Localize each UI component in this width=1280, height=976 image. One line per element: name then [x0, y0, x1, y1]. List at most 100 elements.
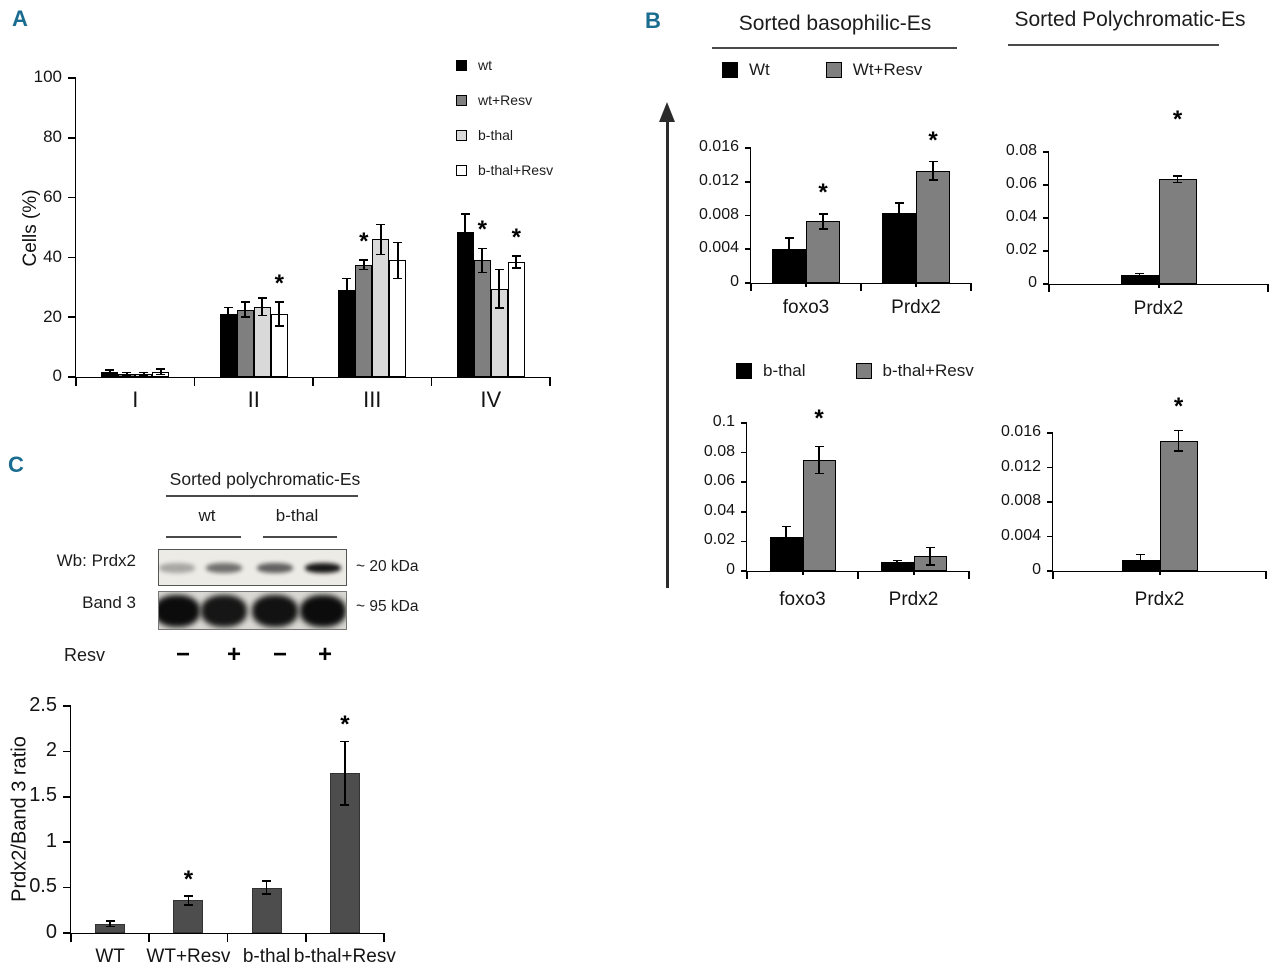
- y-tick-label: 0: [730, 273, 739, 291]
- error-bar-cap: [393, 241, 403, 244]
- error-bar: [896, 560, 898, 564]
- category-label: WT+Resv: [146, 946, 231, 967]
- legend-label: b-thal: [763, 361, 806, 380]
- legend-swatch-icon: [456, 94, 467, 106]
- error-bar: [261, 297, 264, 316]
- category-label: Prdx2: [1134, 589, 1185, 610]
- category-label: WT: [95, 946, 125, 967]
- category-label: III: [363, 387, 382, 412]
- legend-swatch-icon: [855, 363, 872, 379]
- panel-b-right-title-underline: [1008, 44, 1219, 46]
- blot-row-label-prdx2: Wb: Prdx2: [56, 551, 136, 570]
- y-tick-label: 0.06: [703, 472, 735, 490]
- error-bar-cap: [262, 880, 272, 883]
- y-tick-label: 0: [1032, 561, 1041, 579]
- x-axis-tick: [750, 283, 752, 291]
- x-axis-tick: [70, 933, 72, 942]
- y-tick-label: 40: [43, 246, 62, 266]
- error-bar-cap: [139, 371, 149, 374]
- category-label: II: [247, 387, 260, 412]
- category-label: Prdx2: [891, 297, 941, 318]
- category-label: foxo3: [782, 297, 830, 318]
- category-label: foxo3: [779, 589, 826, 610]
- y-tick-label: 0.008: [698, 205, 739, 223]
- x-axis-tick: [549, 377, 551, 386]
- error-bar: [278, 302, 281, 327]
- legend-label: Wt: [749, 60, 770, 79]
- error-bar-cap: [274, 325, 284, 327]
- legend-item: Wt: [722, 60, 770, 80]
- y-tick-label: 0.04: [1005, 208, 1037, 226]
- y-axis-tick: [741, 451, 747, 454]
- error-bar-cap: [340, 804, 350, 806]
- error-bar: [1139, 554, 1142, 565]
- x-axis-tick: [970, 283, 972, 291]
- x-axis-tick: [193, 377, 196, 386]
- error-bar-cap: [1174, 450, 1183, 452]
- y-axis-tick: [1043, 151, 1049, 153]
- error-bar: [362, 260, 365, 270]
- y-axis-tick: [68, 376, 76, 378]
- legend-swatch-icon: [456, 129, 467, 141]
- b-axis-arrow-line: [666, 120, 669, 588]
- error-bar-cap: [240, 301, 250, 304]
- legend-label: b-thal: [478, 127, 514, 143]
- error-bar-cap: [781, 546, 791, 549]
- error-bar: [125, 372, 128, 375]
- significance-asterisk: *: [818, 178, 828, 206]
- legend-swatch-icon: [456, 164, 467, 176]
- error-bar: [1138, 273, 1141, 277]
- x-axis-tick: [312, 377, 314, 386]
- legend-item: b-thal+Resv: [855, 361, 974, 381]
- error-bar-cap: [892, 562, 902, 565]
- error-bar-cap: [105, 369, 115, 371]
- error-bar-cap: [156, 373, 166, 376]
- error-bar-cap: [342, 277, 352, 280]
- y-axis-tick: [1043, 217, 1049, 219]
- error-bar-cap: [1174, 429, 1183, 432]
- error-bar-cap: [1173, 181, 1182, 184]
- y-axis-tick: [68, 256, 76, 259]
- error-bar-cap: [818, 213, 828, 215]
- category-label: b-thal+Resv: [293, 946, 396, 967]
- error-bar-cap: [818, 228, 828, 230]
- significance-asterisk: *: [340, 711, 350, 739]
- y-tick-label: 0: [726, 561, 735, 579]
- y-tick-label: 60: [43, 187, 62, 207]
- error-bar: [396, 242, 399, 279]
- category-label: b-thal: [242, 946, 291, 967]
- error-bar-cap: [894, 202, 904, 204]
- y-tick-label: 20: [43, 306, 62, 326]
- error-bar: [344, 741, 346, 805]
- bar-Wt-Resv: [806, 221, 840, 283]
- error-bar: [379, 224, 382, 255]
- error-bar-cap: [494, 307, 504, 310]
- bar-Wt-Resv: [916, 170, 950, 283]
- y-axis-tick: [68, 77, 76, 79]
- x-axis-tick: [860, 283, 862, 291]
- y-axis-tick: [1047, 570, 1053, 572]
- y-axis-tick: [745, 147, 751, 149]
- blot-band: [201, 594, 248, 627]
- x-axis-tick: [1265, 571, 1267, 579]
- error-bar: [187, 895, 190, 905]
- bar-b-thal: [372, 239, 390, 377]
- legend-label: b-thal+Resv: [882, 361, 974, 380]
- error-bar-cap: [156, 368, 166, 370]
- blot-group-bthal-underline: [263, 536, 337, 538]
- error-bar-cap: [359, 259, 369, 261]
- blot-size-20kda: ~ 20 kDa: [356, 558, 419, 575]
- blot-title-underline: [166, 495, 358, 497]
- blot-band: [304, 562, 341, 573]
- legend-swatch-icon: [722, 62, 738, 78]
- bar-Wt: [882, 212, 916, 283]
- legend-item: b-thal: [456, 127, 553, 143]
- error-bar-cap: [814, 472, 824, 475]
- error-bar: [142, 372, 145, 375]
- bar-b-thal-Resv: [802, 460, 836, 571]
- error-bar: [932, 161, 934, 181]
- bar-wt-Resv: [236, 309, 254, 377]
- legend-item: wt+Resv: [456, 92, 553, 108]
- panel-b-left-title-underline: [712, 47, 957, 49]
